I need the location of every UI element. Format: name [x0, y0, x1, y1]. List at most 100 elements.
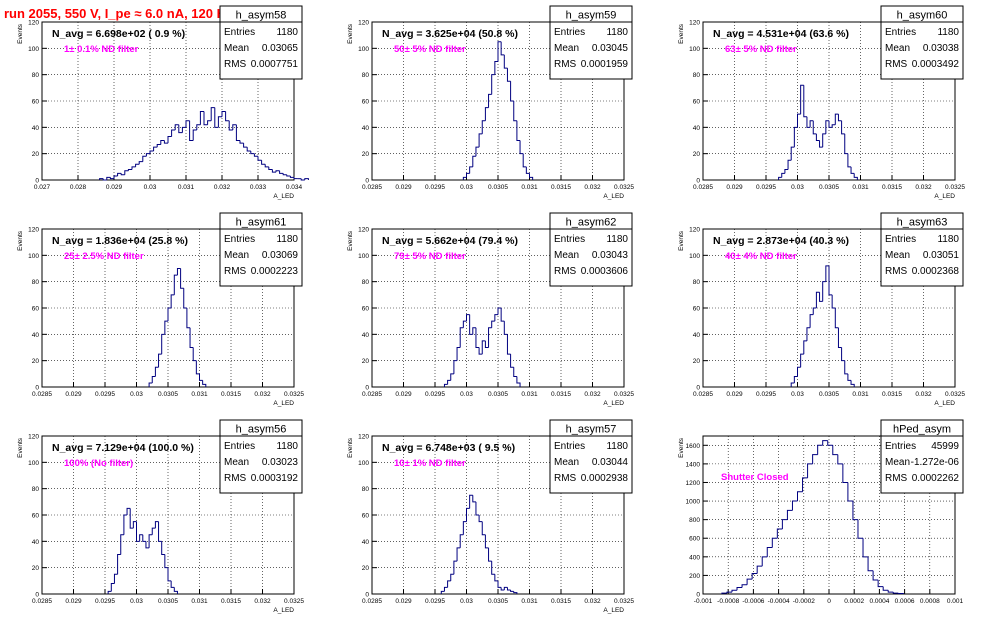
histogram-bin [293, 177, 298, 180]
stats-value-mean: 0.03069 [262, 250, 299, 261]
y-tick-label: 0 [35, 385, 39, 392]
histogram-bin [120, 173, 125, 176]
x-tick-label: 0.03 [460, 391, 473, 398]
histogram-bin [513, 101, 517, 122]
histogram-bin [120, 534, 124, 555]
histogram-bin [828, 265, 833, 296]
histogram-bin [459, 327, 464, 348]
x-tick-label: 0.031 [191, 598, 208, 605]
histogram-bin [484, 107, 489, 121]
histogram-bin [189, 120, 194, 141]
stats-key-mean: Mean [885, 43, 910, 54]
histogram-name: hPed_asym [893, 424, 951, 436]
stats-value-entries: 1180 [276, 234, 298, 245]
histogram-bin [802, 477, 808, 492]
stats-value-rms: 0.0002262 [912, 473, 960, 484]
y-tick-label: 60 [32, 99, 40, 106]
histogram-bin [246, 147, 251, 152]
y-tick-label: 80 [362, 279, 370, 286]
histogram-bin [852, 501, 858, 521]
x-tick-label: 0.031 [521, 598, 538, 605]
histogram-bin [787, 159, 792, 170]
y-tick-label: 40 [362, 539, 370, 546]
x-tick-label: 0.03 [791, 184, 804, 191]
histogram-bin [154, 366, 159, 377]
x-tick-label: 0.0285 [693, 391, 713, 398]
x-tick-label: 0.0295 [95, 598, 115, 605]
x-tick-label: 0.03 [791, 391, 804, 398]
histogram-bin [784, 168, 789, 174]
x-axis-label: A_LED [273, 607, 294, 614]
histogram-bin [110, 582, 115, 592]
histogram-bin [145, 153, 150, 157]
y-tick-label: 1000 [686, 499, 701, 506]
histogram-bin [153, 146, 158, 152]
histogram-bin [286, 174, 291, 177]
y-tick-label: 200 [689, 573, 700, 580]
histogram-bin [102, 178, 107, 181]
x-tick-label: 0.0295 [95, 391, 115, 398]
x-axis-label: A_LED [934, 193, 955, 200]
stats-box-frame [880, 212, 964, 287]
chart-title: N_avg = 2.873e+04 (40.3 %) [713, 235, 849, 247]
histogram-bin [497, 307, 502, 315]
x-tick-label: 0.0315 [551, 391, 571, 398]
y-axis-label: Events [347, 437, 354, 458]
histogram-panel-h_asym59: 0.0285 0.029 0.0295 0.03 0.0305 0.031 0.0315 0.… [347, 5, 634, 200]
y-tick-label: 20 [693, 151, 701, 158]
histogram-bin [173, 274, 178, 295]
histogram-panel-h_asym57: 0.0285 0.029 0.0295 0.03 0.0305 0.031 0.0315 0.… [347, 419, 634, 614]
x-tick-label: 0.03 [130, 598, 143, 605]
histogram-bin [142, 534, 146, 542]
y-tick-label: 120 [689, 20, 700, 27]
y-tick-label: 100 [358, 253, 369, 260]
histogram-bin [510, 81, 514, 102]
chart-title: N_avg = 5.662e+04 (79.4 %) [382, 235, 518, 247]
x-tick-label: 0.0305 [488, 391, 508, 398]
histogram-bin [756, 565, 763, 574]
histogram-bin [148, 382, 153, 387]
stats-key-mean: Mean [554, 457, 579, 468]
histogram-bin [192, 347, 197, 362]
x-tick-label: 0.0002 [844, 598, 864, 605]
y-tick-label: 40 [362, 332, 370, 339]
histogram-panel-h_asym58: 0.027 0.028 0.029 0.03 0.031 0.032 0.033 0.034 0… [17, 5, 309, 200]
histogram-bin [867, 556, 874, 572]
y-tick-label: 100 [28, 46, 39, 53]
histogram-bin [472, 495, 476, 503]
stats-key-entries: Entries [224, 441, 255, 452]
stats-value-rms: 0.0007751 [251, 59, 299, 70]
histogram-bin [192, 129, 197, 141]
stats-value-mean: -1.272e-06 [911, 457, 960, 468]
x-tick-label: 0.0295 [756, 184, 776, 191]
histogram-bin [158, 521, 162, 542]
histogram-bin [822, 281, 826, 302]
x-tick-label: 0.0295 [425, 184, 445, 191]
histogram-bin [202, 380, 207, 387]
histogram-bin [497, 41, 502, 62]
stats-box: h_asym56 Entries 1180 Mean 0.03023 RMS 0.00031… [219, 419, 303, 494]
y-axis-label: Events [17, 23, 24, 44]
x-tick-label: 0.031 [178, 184, 195, 191]
stats-box-frame [549, 419, 633, 494]
histogram-bin [797, 491, 803, 502]
histogram-bin [786, 509, 793, 520]
histogram-bin [857, 519, 864, 539]
histogram-bin [145, 541, 150, 549]
y-tick-label: 0 [696, 385, 700, 392]
x-tick-label: 0.0008 [920, 598, 940, 605]
histogram-bin [519, 140, 524, 155]
y-tick-label: 80 [362, 486, 370, 493]
histogram-bin [203, 111, 208, 126]
filter-annotation: Shutter Closed [721, 472, 789, 483]
y-tick-label: 120 [28, 434, 39, 441]
histogram-bin [837, 454, 843, 465]
x-tick-label: 0.0325 [614, 598, 634, 605]
histogram-bin [156, 143, 161, 148]
histogram-panel-hPed_asym: -0.001 -0.0008 -0.0006 -0.0004 -0.0002 0 0.000… [678, 419, 964, 605]
histogram-bin [450, 373, 454, 381]
histogram-bin [167, 567, 172, 582]
histogram-bin [812, 120, 817, 135]
histogram-bin [807, 463, 813, 478]
x-tick-label: 0.03 [130, 391, 143, 398]
